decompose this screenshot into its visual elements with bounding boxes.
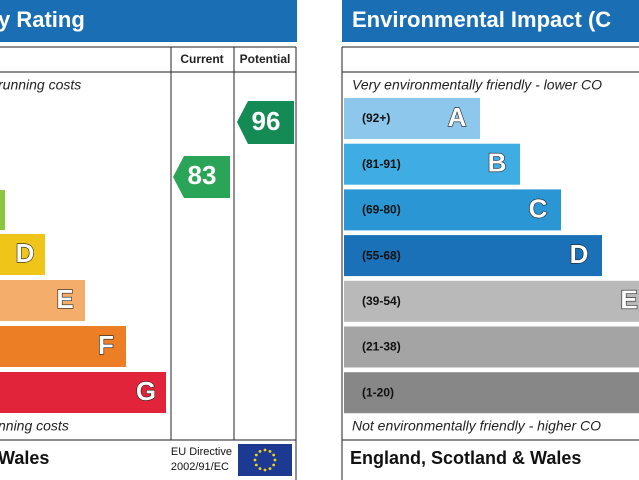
band bbox=[344, 235, 602, 277]
left-title: y Rating bbox=[0, 7, 85, 32]
band bbox=[0, 234, 45, 275]
band-letter: D bbox=[16, 238, 35, 268]
current-score: 83 bbox=[188, 160, 217, 190]
bottom-note: Not environmentally friendly - higher CO bbox=[352, 418, 601, 434]
band-letter: B bbox=[488, 148, 507, 178]
band-letter: A bbox=[448, 102, 467, 132]
top-note: running costs bbox=[0, 77, 81, 93]
band-range: (1-20) bbox=[362, 385, 394, 399]
band bbox=[344, 326, 639, 368]
band-letter: E bbox=[56, 284, 73, 314]
left-footer: Wales bbox=[0, 448, 49, 468]
band bbox=[344, 98, 480, 139]
band-range: (69-80) bbox=[362, 203, 401, 217]
band-c-edge bbox=[0, 190, 5, 230]
header-bar bbox=[342, 0, 639, 42]
column-header: Potential bbox=[240, 52, 291, 66]
band-letter: G bbox=[136, 376, 156, 406]
right-title: Environmental Impact (C bbox=[352, 7, 611, 32]
band-range: (81-91) bbox=[362, 157, 401, 171]
band-range: (21-38) bbox=[362, 340, 401, 354]
band bbox=[0, 280, 85, 321]
band bbox=[344, 280, 639, 322]
eu-star bbox=[263, 448, 267, 452]
header-bar bbox=[0, 0, 297, 42]
band bbox=[344, 143, 520, 185]
potential-score: 96 bbox=[252, 106, 281, 136]
eu-star bbox=[268, 449, 272, 453]
eu-star bbox=[258, 467, 262, 471]
potential-arrow bbox=[237, 101, 294, 144]
current-arrow bbox=[173, 156, 230, 198]
eu-star bbox=[268, 467, 272, 471]
band-range: (39-54) bbox=[362, 294, 401, 308]
eu-star bbox=[254, 453, 258, 457]
eu-stars bbox=[253, 448, 277, 472]
bottom-note: nning costs bbox=[0, 418, 69, 434]
band bbox=[0, 372, 166, 413]
band bbox=[344, 189, 561, 231]
right-footer: England, Scotland & Wales bbox=[350, 448, 581, 468]
band-letter: C bbox=[529, 193, 548, 223]
band bbox=[344, 372, 639, 414]
band-letter: F bbox=[98, 330, 114, 360]
column-header: Current bbox=[180, 52, 223, 66]
eu-star bbox=[258, 449, 262, 453]
eu-star bbox=[253, 458, 257, 462]
eu-star bbox=[272, 463, 276, 467]
band-range: (55-68) bbox=[362, 248, 401, 262]
band-range: (92+) bbox=[362, 111, 390, 125]
directive: 2002/91/EC bbox=[171, 461, 229, 473]
eu-star bbox=[254, 463, 258, 467]
eu-star bbox=[273, 458, 277, 462]
band-letter: E bbox=[620, 285, 637, 315]
eu-star bbox=[263, 468, 267, 472]
band-letter: D bbox=[570, 239, 589, 269]
eu-star bbox=[272, 453, 276, 457]
band bbox=[0, 326, 126, 367]
top-note: Very environmentally friendly - lower CO bbox=[352, 77, 602, 93]
directive: EU Directive bbox=[171, 446, 232, 458]
